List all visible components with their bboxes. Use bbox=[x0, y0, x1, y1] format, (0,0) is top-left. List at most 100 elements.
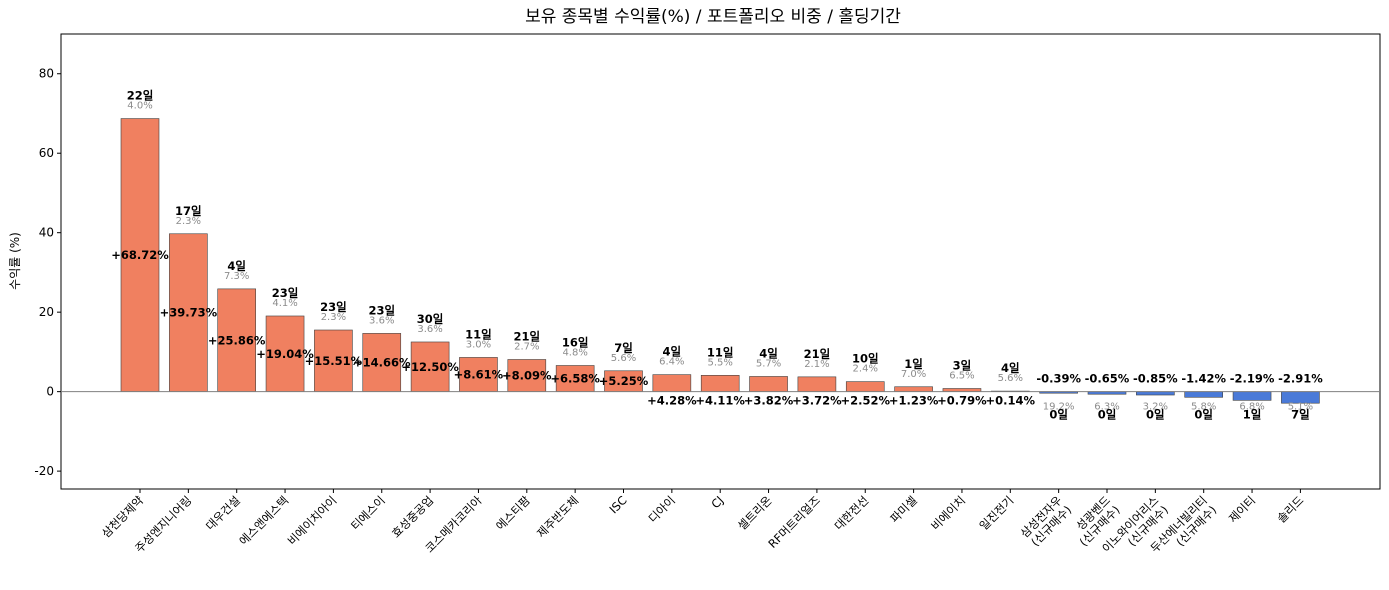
holding-days-label: 11일 bbox=[707, 345, 734, 359]
x-tick-label: 솔리드 bbox=[1274, 493, 1306, 525]
x-tick-label: 삼성전자우(신규매수) bbox=[1017, 493, 1074, 550]
x-tick-label: 디아이 bbox=[646, 493, 678, 525]
bar bbox=[265, 315, 305, 392]
bar bbox=[749, 376, 788, 392]
value-label: +1.23% bbox=[889, 394, 939, 408]
value-label: +4.28% bbox=[647, 394, 697, 408]
weight-label: 4.1% bbox=[272, 298, 297, 309]
value-label: +12.50% bbox=[401, 360, 459, 374]
value-label: +25.86% bbox=[208, 333, 266, 347]
x-tick-label-line: 제이티 bbox=[1226, 493, 1258, 525]
holding-days-label: 22일 bbox=[127, 89, 154, 103]
weight-label: 6.4% bbox=[659, 357, 684, 368]
holding-days-label: 3일 bbox=[953, 359, 972, 373]
x-tick-label-line: 디아이 bbox=[646, 493, 678, 525]
x-tick-label-line: 제주반도체 bbox=[534, 493, 581, 540]
x-tick-label-line: 삼천당제약 bbox=[99, 493, 147, 541]
weight-label: 6.3% bbox=[1094, 402, 1119, 413]
bar bbox=[314, 329, 353, 392]
x-tick-label-line: 비에이치아이 bbox=[285, 493, 340, 548]
x-tick-label-line: 비에이치 bbox=[928, 493, 968, 533]
bar bbox=[459, 357, 498, 392]
weight-label: 2.4% bbox=[853, 364, 878, 375]
bar bbox=[1136, 391, 1175, 396]
x-tick-label: 파미셀 bbox=[887, 493, 919, 525]
x-tick-label-line: 대한전선 bbox=[832, 493, 872, 533]
holding-days-label: 21일 bbox=[514, 329, 541, 343]
value-label: +14.66% bbox=[353, 356, 411, 370]
holding-days-label: 30일 bbox=[417, 312, 444, 326]
holding-days-label: 23일 bbox=[368, 303, 395, 317]
bar bbox=[1232, 391, 1272, 401]
y-tick-label: 20 bbox=[39, 305, 54, 319]
x-tick-label-line: 에스티팜 bbox=[493, 493, 533, 533]
x-tick-label-line: 효성중공업 bbox=[389, 493, 436, 540]
bar bbox=[894, 386, 933, 392]
x-tick-label-line: 파미셀 bbox=[887, 493, 919, 525]
value-label: +4.11% bbox=[695, 394, 745, 408]
bar bbox=[845, 381, 885, 392]
value-label: +15.51% bbox=[305, 354, 363, 368]
value-label: +0.79% bbox=[937, 394, 987, 408]
holding-days-label: 0일 bbox=[1049, 408, 1068, 422]
x-tick-label: 대우건설 bbox=[203, 493, 243, 533]
weight-label: 6.8% bbox=[1239, 402, 1264, 413]
holding-days-label: 10일 bbox=[852, 352, 879, 366]
holding-days-label: 16일 bbox=[562, 335, 589, 349]
x-tick-label: 에스티팜 bbox=[493, 493, 533, 533]
x-tick-label-line: RF머트리얼즈 bbox=[765, 493, 823, 551]
y-tick-label: 60 bbox=[39, 146, 54, 160]
x-tick-label-line: ISC bbox=[606, 493, 629, 516]
weight-label: 2.7% bbox=[514, 341, 539, 352]
plot-area: -2002040608022일4.0%+68.72%삼천당제약17일2.3%+3… bbox=[34, 33, 1381, 555]
bar bbox=[700, 375, 740, 392]
weight-label: 5.8% bbox=[1191, 402, 1216, 413]
value-label: -2.19% bbox=[1230, 372, 1275, 386]
x-tick-label: 에스앤에스텍 bbox=[236, 493, 291, 548]
weight-label: 2.3% bbox=[321, 312, 346, 323]
value-label: +8.09% bbox=[502, 369, 552, 383]
value-label: -2.91% bbox=[1278, 372, 1323, 386]
value-label: +68.72% bbox=[111, 248, 169, 262]
y-axis-label: 수익률 (%) bbox=[8, 232, 22, 290]
value-label: +19.04% bbox=[256, 347, 314, 361]
bar bbox=[169, 233, 208, 392]
chart-title: 보유 종목별 수익률(%) / 포트폴리오 비중 / 홀딩기간 bbox=[525, 7, 901, 27]
holding-days-label: 4일 bbox=[759, 346, 778, 360]
x-tick-label-line: 셀트리온 bbox=[735, 493, 775, 533]
holding-days-label: 23일 bbox=[272, 286, 299, 300]
x-tick-label: 제이티 bbox=[1226, 493, 1258, 525]
x-tick-label: RF머트리얼즈 bbox=[765, 493, 823, 551]
bar bbox=[652, 374, 692, 392]
bar bbox=[217, 288, 256, 392]
value-label: -0.65% bbox=[1085, 372, 1130, 386]
y-tick-label: 80 bbox=[39, 67, 54, 81]
value-label: +2.52% bbox=[840, 394, 890, 408]
x-tick-label: ISC bbox=[606, 493, 629, 516]
value-label: -0.39% bbox=[1036, 372, 1081, 386]
value-label: +39.73% bbox=[160, 306, 218, 320]
value-label: +3.82% bbox=[744, 394, 794, 408]
x-tick-label: 비에이치 bbox=[928, 493, 968, 533]
y-tick-label: 0 bbox=[46, 385, 54, 399]
weight-label: 19.2% bbox=[1043, 402, 1075, 413]
holding-days-label: 4일 bbox=[227, 259, 246, 273]
holding-days-label: 0일 bbox=[1194, 408, 1213, 422]
weight-label: 6.5% bbox=[949, 371, 974, 382]
x-tick-label-line: 에스앤에스텍 bbox=[236, 493, 291, 548]
holding-days-label: 4일 bbox=[1001, 361, 1020, 375]
value-label: +3.72% bbox=[792, 394, 842, 408]
weight-label: 5.7% bbox=[756, 358, 781, 369]
weight-label: 7.3% bbox=[224, 271, 249, 282]
weight-label: 4.8% bbox=[562, 347, 587, 358]
x-tick-label: 티에스이 bbox=[348, 493, 388, 533]
holding-days-label: 11일 bbox=[465, 327, 492, 341]
y-tick-label: 40 bbox=[39, 226, 54, 240]
weight-label: 5.6% bbox=[611, 353, 636, 364]
x-tick-label-line: 티에스이 bbox=[348, 493, 388, 533]
bar bbox=[1184, 391, 1223, 398]
value-label: +5.25% bbox=[599, 374, 649, 388]
holding-days-label: 21일 bbox=[804, 347, 831, 361]
x-tick-label: 셀트리온 bbox=[735, 493, 775, 533]
bar bbox=[555, 365, 595, 392]
